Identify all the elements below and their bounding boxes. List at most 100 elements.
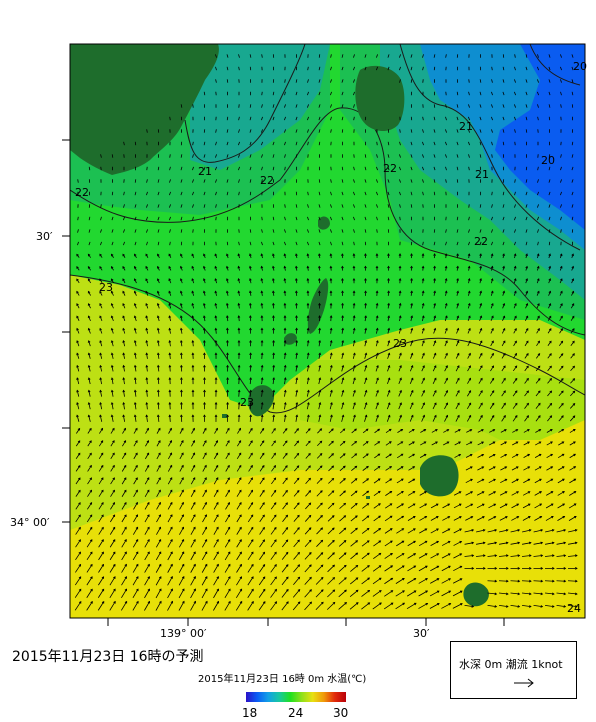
current-vector-head — [204, 538, 208, 542]
current-vector-head — [101, 489, 104, 493]
current-vector-head — [179, 265, 183, 269]
current-vector — [353, 54, 355, 58]
current-vector — [478, 353, 483, 359]
current-vector — [145, 291, 149, 296]
current-vector — [155, 551, 162, 561]
current-vector — [544, 555, 555, 557]
current-vector-head — [147, 600, 151, 604]
current-vector — [395, 553, 405, 559]
current-vector — [259, 539, 265, 548]
current-vector-head — [366, 540, 370, 543]
current-vector-head — [202, 265, 206, 269]
current-vector-head — [537, 353, 541, 356]
current-vector — [121, 477, 127, 485]
current-vector-head — [458, 453, 462, 457]
current-vector-head — [548, 278, 552, 281]
current-vector — [557, 453, 565, 459]
current-vector-head — [456, 265, 459, 269]
current-vector-head — [572, 415, 576, 418]
current-vector — [500, 454, 507, 458]
current-vector-head — [573, 478, 577, 482]
current-vector — [100, 241, 102, 246]
current-vector — [433, 291, 436, 296]
current-vector — [261, 390, 263, 397]
current-vector — [546, 429, 553, 433]
current-vector — [398, 415, 402, 422]
current-vector — [501, 365, 506, 372]
current-vector-head — [226, 339, 229, 343]
current-vector — [226, 129, 229, 133]
current-vector-head — [436, 565, 440, 569]
current-vector — [410, 129, 413, 133]
current-vector-head — [226, 401, 229, 405]
current-vector-head — [214, 290, 218, 294]
current-vector — [537, 191, 539, 196]
current-vector-head — [216, 526, 219, 530]
current-vector — [501, 403, 506, 409]
current-vector — [111, 315, 114, 322]
current-vector-head — [133, 389, 137, 393]
current-vector-head — [456, 315, 460, 319]
current-vector — [547, 403, 552, 409]
current-vector-head — [261, 464, 265, 468]
current-vector-head — [249, 339, 252, 343]
current-vector-head — [505, 554, 509, 558]
current-vector-head — [366, 490, 370, 494]
current-vector-head — [320, 490, 323, 493]
current-vector — [88, 303, 91, 309]
current-vector — [399, 141, 401, 146]
current-vector — [376, 154, 378, 158]
current-vector-head — [283, 339, 287, 343]
current-vector — [86, 527, 93, 535]
current-vector-head — [561, 378, 564, 381]
current-vector-head — [123, 477, 127, 480]
current-vector-head — [191, 364, 195, 368]
current-vector — [350, 503, 358, 509]
current-vector-head — [78, 489, 81, 493]
current-vector-head — [122, 340, 126, 343]
current-vector — [376, 141, 378, 146]
current-vector-head — [239, 600, 243, 604]
current-vector-head — [228, 588, 231, 592]
current-vector-head — [296, 428, 299, 431]
current-vector — [109, 601, 116, 611]
current-vector — [305, 440, 311, 447]
current-vector — [238, 66, 240, 71]
current-vector-head — [331, 502, 335, 506]
current-vector-head — [514, 415, 518, 418]
current-vector — [339, 428, 346, 434]
current-vector — [339, 490, 346, 497]
current-vector-head — [572, 340, 575, 344]
current-vector-head — [248, 290, 252, 294]
current-vector — [465, 503, 473, 509]
current-vector — [418, 553, 428, 559]
current-vector-head — [536, 265, 540, 269]
current-vector — [455, 365, 460, 372]
current-vector — [441, 590, 451, 597]
current-vector — [329, 402, 333, 410]
current-vector-head — [181, 576, 185, 579]
current-vector-head — [364, 402, 368, 405]
current-vector — [270, 589, 277, 598]
current-vector-head — [89, 464, 92, 468]
current-vector — [190, 514, 196, 523]
current-vector-head — [274, 564, 277, 567]
current-vector — [373, 466, 381, 471]
current-vector-head — [158, 464, 161, 468]
current-vector-head — [341, 340, 345, 343]
current-vector-head — [76, 377, 79, 381]
current-vector-head — [202, 290, 206, 294]
current-vector — [330, 353, 332, 359]
current-vector-head — [433, 365, 437, 368]
current-vector — [248, 490, 253, 497]
current-vector — [294, 428, 299, 434]
current-vector-head — [237, 290, 241, 294]
current-vector — [75, 490, 81, 497]
current-vector-head — [122, 327, 125, 331]
current-vector-head — [110, 315, 114, 319]
current-vector-head — [156, 389, 160, 393]
current-vector — [111, 291, 114, 296]
current-vector-head — [436, 553, 440, 556]
current-vector-head — [204, 551, 208, 555]
current-vector-head — [306, 377, 310, 380]
